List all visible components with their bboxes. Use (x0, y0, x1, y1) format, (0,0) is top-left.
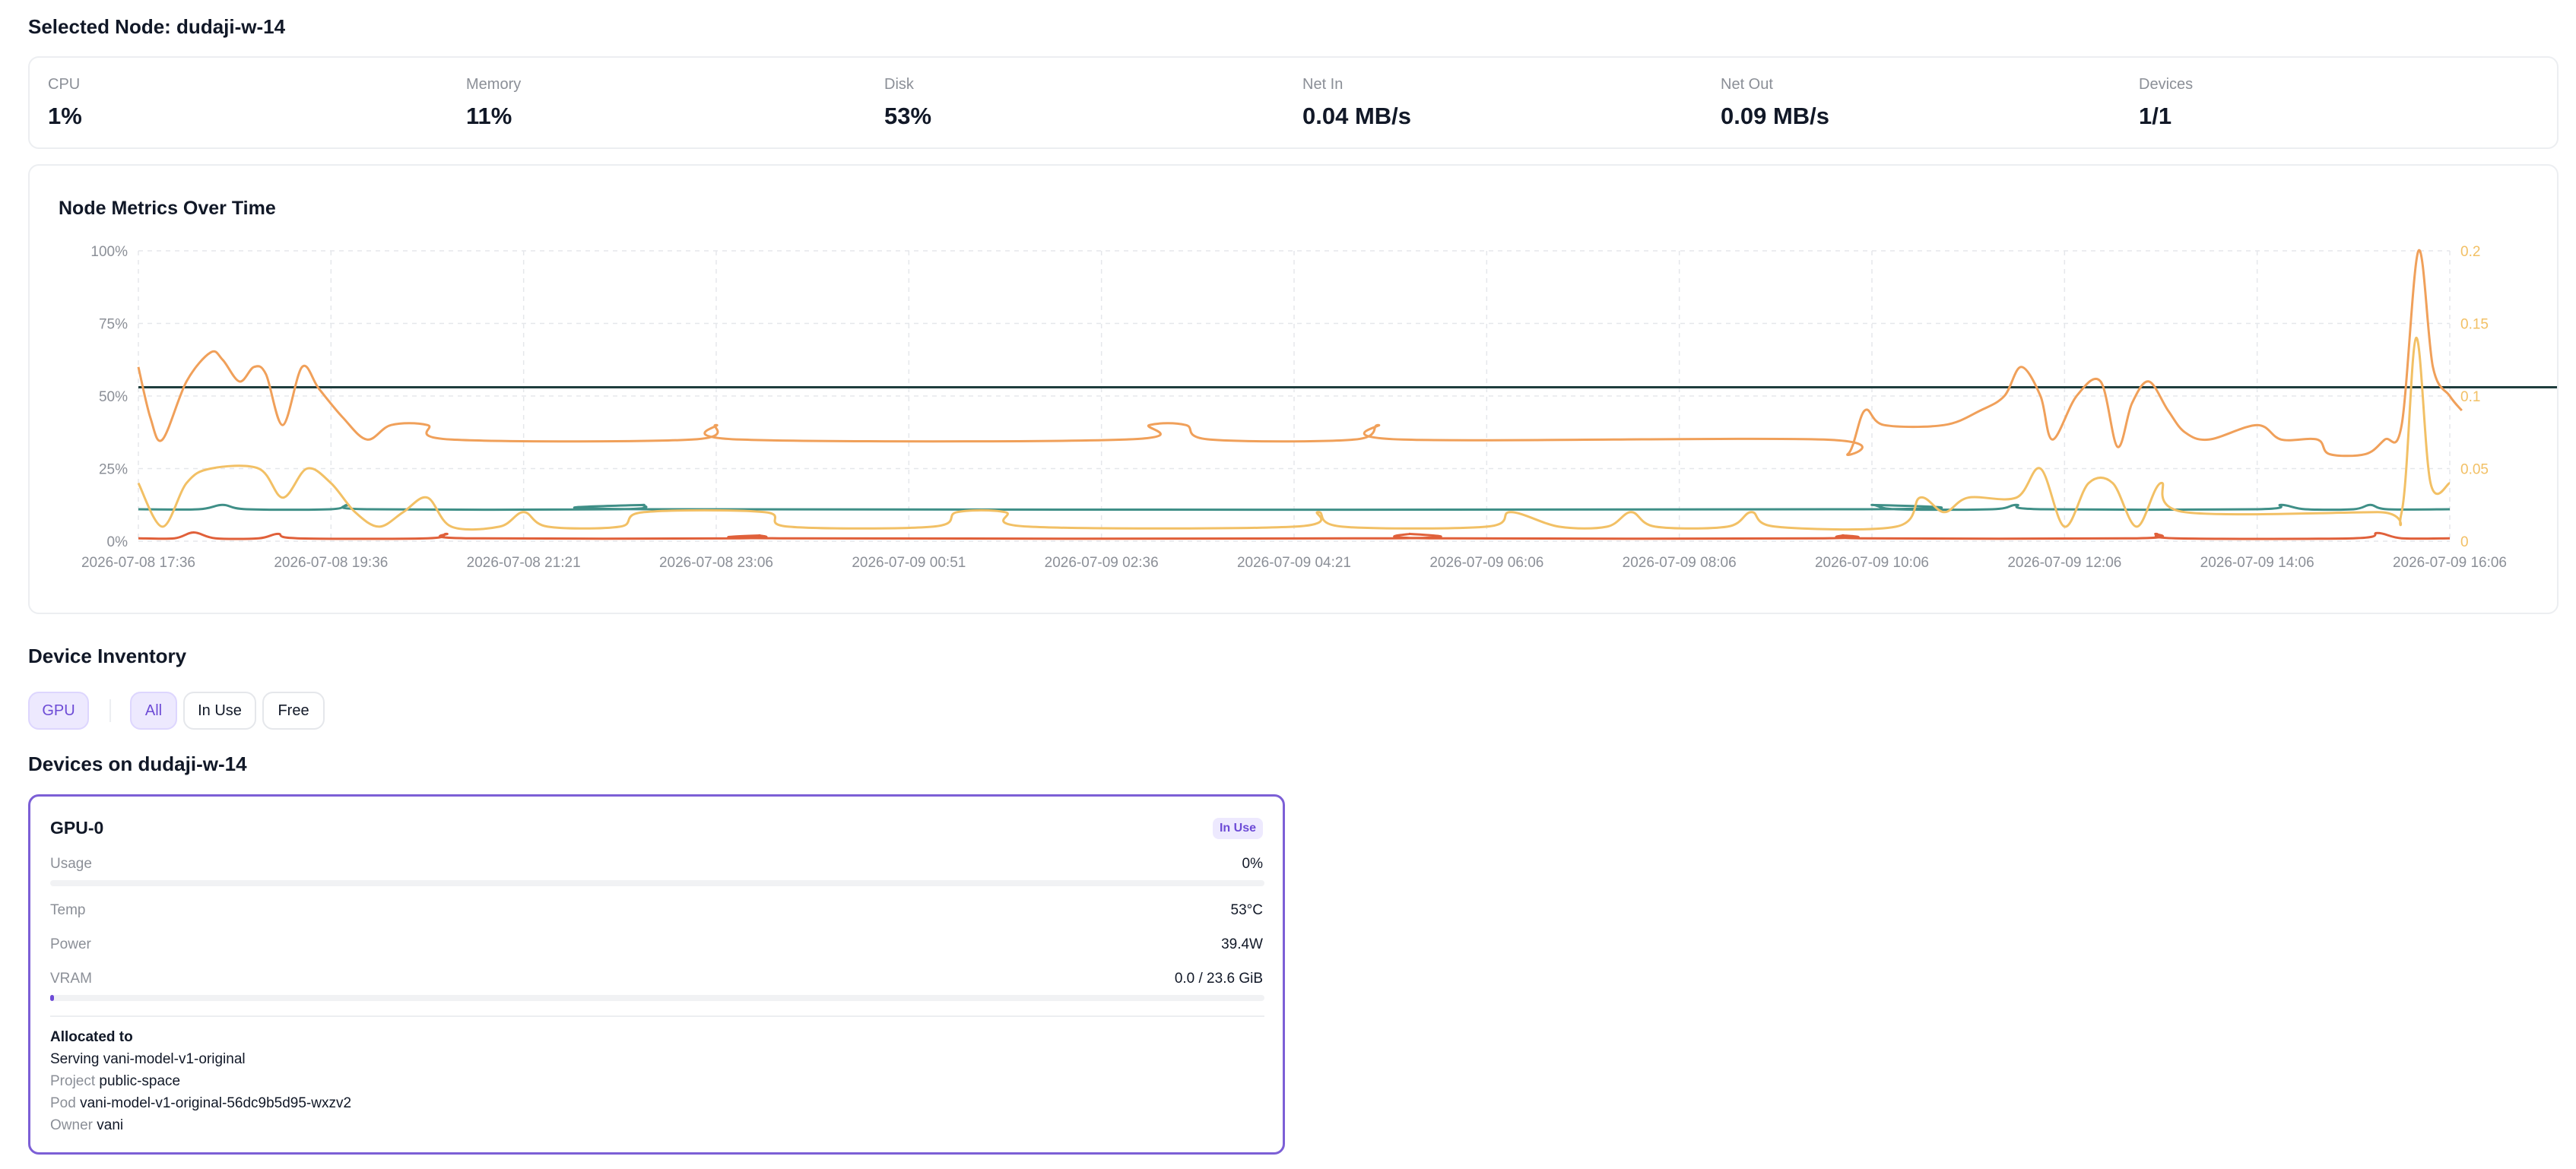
stat-value: 0.04 MB/s (1302, 103, 1412, 129)
device-card[interactable]: GPU-0 In Use Usage 0% Temp 53°C Power 39… (28, 794, 1285, 1155)
power-value: 39.4W (1221, 936, 1263, 952)
stat-disk: Disk 53% (884, 76, 931, 130)
cpu-series-line (138, 531, 2451, 540)
allocated-title: Allocated to (50, 1029, 133, 1045)
stat-memory: Memory 11% (466, 76, 521, 130)
project-row: Project public-space (50, 1073, 180, 1090)
y-left-tick-label: 75% (99, 317, 128, 333)
x-tick-label: 2026-07-09 10:06 (1815, 555, 1929, 571)
chart-title: Node Metrics Over Time (59, 198, 276, 219)
filter-divider (109, 699, 111, 722)
pod-key: Pod (50, 1095, 76, 1111)
owner-key: Owner (50, 1117, 93, 1133)
usage-label: Usage (50, 856, 92, 872)
y-left-tick-label: 50% (99, 389, 128, 405)
stat-net-out: Net Out 0.09 MB/s (1721, 76, 1829, 130)
pod-row: Pod vani-model-v1-original-56dc9b5d95-wx… (50, 1095, 351, 1112)
x-tick-label: 2026-07-09 06:06 (1429, 555, 1543, 571)
stat-value: 1% (48, 103, 82, 129)
node-metrics-chart-card: Node Metrics Over Time 0% 25% 50% 75% 100% 0 0… (28, 164, 2559, 614)
temp-label: Temp (50, 902, 86, 918)
x-tick-label: 2026-07-09 08:06 (1623, 555, 1737, 571)
net-in-series-line (137, 337, 2451, 531)
vram-bar-fill (50, 995, 54, 1001)
x-tick-label: 2026-07-08 19:36 (274, 555, 388, 571)
stat-label: Net Out (1721, 76, 1773, 93)
metrics-line-chart[interactable]: 0% 25% 50% 75% 100% 0 0.05 0.1 0.15 0.2 2026-07-08… (30, 166, 2557, 613)
vram-value: 0.0 / 23.6 GiB (1174, 971, 1263, 987)
power-label: Power (50, 936, 91, 952)
owner-row: Owner vani (50, 1117, 123, 1134)
temp-value: 53°C (1230, 902, 1263, 918)
node-stats-card: CPU 1% Memory 11% Disk 53% Net In 0.04 M… (28, 56, 2559, 149)
project-key: Project (50, 1073, 96, 1089)
status-badge: In Use (1212, 818, 1263, 839)
x-tick-label: 2026-07-08 17:36 (81, 555, 195, 571)
x-tick-label: 2026-07-09 00:51 (852, 555, 966, 571)
stat-value: 53% (884, 103, 932, 129)
stat-label: CPU (48, 76, 81, 93)
y-left-tick-label: 25% (99, 462, 128, 478)
vram-label: VRAM (50, 971, 92, 987)
x-tick-label: 2026-07-09 02:36 (1045, 555, 1159, 571)
gpu-type-filter[interactable]: GPU (28, 692, 89, 730)
y-left-tick-label: 0% (107, 534, 128, 550)
page-title: Selected Node: dudaji-w-14 (28, 15, 286, 38)
pod-value: vani-model-v1-original-56dc9b5d95-wxzv2 (80, 1095, 352, 1111)
stat-cpu: CPU 1% (48, 76, 82, 130)
usage-bar (50, 880, 1264, 886)
stat-value: 1/1 (2139, 103, 2172, 129)
y-left-tick-label: 100% (90, 244, 128, 260)
usage-value: 0% (1242, 856, 1263, 872)
stat-value: 0.09 MB/s (1721, 103, 1830, 129)
x-tick-label: 2026-07-08 21:21 (467, 555, 581, 571)
stat-value: 11% (466, 103, 512, 129)
vram-bar (50, 995, 1264, 1001)
filter-in-use-button[interactable]: In Use (183, 692, 256, 730)
devices-section-title: Devices on dudaji-w-14 (28, 752, 247, 775)
filter-all-button[interactable]: All (130, 692, 177, 730)
y-right-tick-label: 0.05 (2460, 462, 2489, 478)
y-right-tick-label: 0.2 (2460, 244, 2480, 260)
stat-label: Net In (1302, 76, 1344, 93)
divider (50, 1015, 1264, 1017)
x-tick-label: 2026-07-09 16:06 (2393, 555, 2507, 571)
y-right-tick-label: 0 (2460, 534, 2469, 550)
x-tick-label: 2026-07-08 23:06 (659, 555, 773, 571)
device-name: GPU-0 (50, 818, 104, 838)
stat-devices: Devices 1/1 (2139, 76, 2193, 130)
project-value: public-space (99, 1073, 181, 1089)
y-right-tick-label: 0.15 (2460, 317, 2489, 333)
stat-label: Disk (884, 76, 914, 93)
owner-value: vani (97, 1117, 124, 1133)
x-tick-label: 2026-07-09 12:06 (2007, 555, 2121, 571)
y-right-tick-label: 0.1 (2460, 389, 2480, 405)
stat-label: Devices (2139, 76, 2194, 93)
stat-label: Memory (466, 76, 522, 93)
x-tick-label: 2026-07-09 04:21 (1237, 555, 1351, 571)
filter-free-button[interactable]: Free (262, 692, 325, 730)
stat-net-in: Net In 0.04 MB/s (1302, 76, 1411, 130)
serving-text: Serving vani-model-v1-original (50, 1051, 246, 1067)
device-inventory-title: Device Inventory (28, 645, 187, 667)
x-tick-label: 2026-07-09 14:06 (2200, 555, 2314, 571)
net-out-series-line (137, 249, 2463, 458)
